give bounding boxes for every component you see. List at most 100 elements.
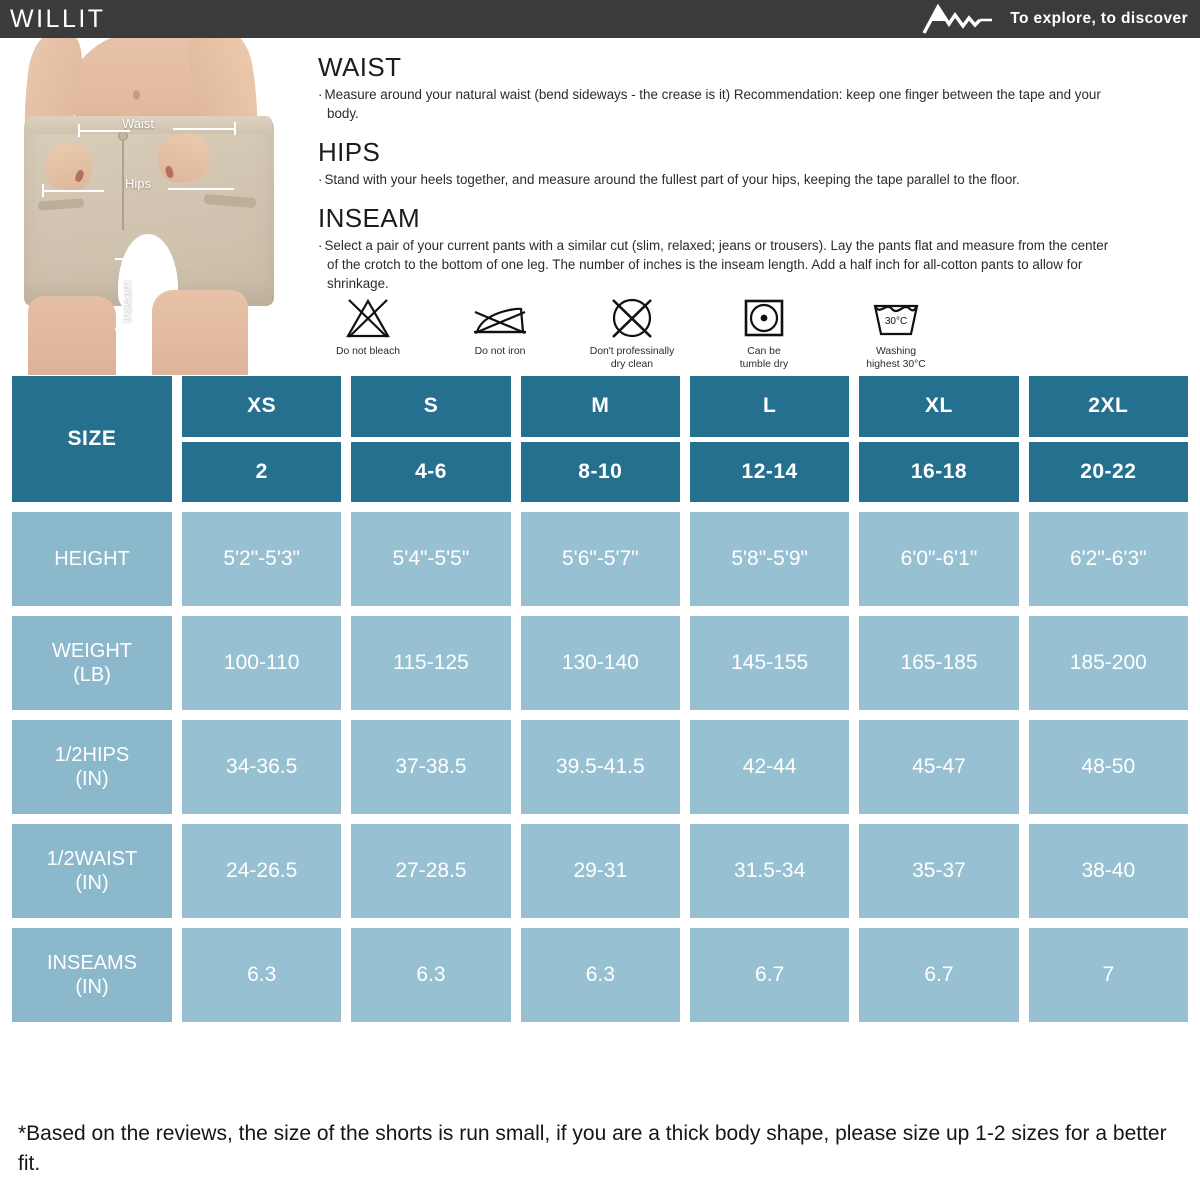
care-item-tumble-dry: Can be tumble dry <box>716 296 812 372</box>
measurement-guide: WAIST · Measure around your natural waist… <box>318 52 1118 307</box>
hips-measure-line-right <box>168 188 234 190</box>
size-column-l: L 12-14 <box>689 376 850 502</box>
wash-30c-icon: 30°C <box>873 304 919 336</box>
cell-half-waist-2xl: 38-40 <box>1028 824 1188 918</box>
guide-body-hips: · Stand with your heels together, and mea… <box>318 170 1118 189</box>
brand-name: WILLIT <box>10 4 106 33</box>
hips-measure-cap-left <box>42 184 44 197</box>
model-right-leg <box>152 290 248 375</box>
cell-height-2xl: 6'2"-6'3" <box>1028 512 1188 606</box>
cell-half-hips-l: 42-44 <box>689 720 850 814</box>
size-letter-xs: XS <box>182 376 342 437</box>
row-label-half-hips: 1/2HIPS (IN) <box>12 720 172 814</box>
care-caption-do-not-iron: Do not iron <box>474 346 526 357</box>
do-not-bleach-icon <box>346 298 390 338</box>
guide-section-inseam: INSEAM · Select a pair of your current pa… <box>318 203 1118 293</box>
table-row-half-hips: 1/2HIPS (IN) 34-36.5 37-38.5 39.5-41.5 4… <box>12 720 1188 814</box>
row-label-half-hips-unit: (IN) <box>75 768 109 790</box>
cell-half-hips-xs: 34-36.5 <box>182 720 342 814</box>
cell-inseams-2xl: 7 <box>1028 928 1188 1022</box>
size-numeric-xs: 2 <box>182 441 342 502</box>
waist-measure-line-left <box>78 130 130 132</box>
sizing-footnote: *Based on the reviews, the size of the s… <box>18 1122 1167 1175</box>
guide-section-waist: WAIST · Measure around your natural waist… <box>318 52 1118 123</box>
tumble-dry-icon <box>744 299 784 337</box>
guide-body-inseam: · Select a pair of your current pants wit… <box>318 236 1118 293</box>
cell-inseams-m: 6.3 <box>520 928 680 1022</box>
inseam-measure-cap-top <box>115 258 134 260</box>
size-column-xs: XS 2 <box>182 376 342 502</box>
guide-heading-hips: HIPS <box>318 137 381 168</box>
row-label-half-waist-main: 1/2WAIST <box>46 847 138 870</box>
cell-half-waist-xl: 35-37 <box>859 824 1019 918</box>
row-label-inseams: INSEAMS (IN) <box>12 928 172 1022</box>
shorts-button <box>118 131 128 141</box>
waist-measure-cap-right <box>234 122 236 135</box>
row-label-half-hips-main: 1/2HIPS <box>54 743 130 766</box>
size-letter-xl: XL <box>859 376 1019 437</box>
size-column-s: S 4-6 <box>351 376 511 502</box>
care-caption-tumble-dry: Can be tumble dry <box>739 346 789 371</box>
care-item-do-not-dry-clean: Don't professinally dry clean <box>584 296 680 372</box>
product-photo: Waist Hips Inseam <box>0 38 305 375</box>
bullet-dot-inseam: · <box>318 238 323 254</box>
table-row-height: HEIGHT 5'2"-5'3" 5'4"-5'5" 5'6"-5'7" 5'8… <box>12 512 1188 606</box>
guide-body-inseam-text: Select a pair of your current pants with… <box>324 238 1109 292</box>
mountain-range-icon <box>922 4 993 34</box>
size-letter-s: S <box>351 376 511 437</box>
waist-annotation-label: Waist <box>122 116 155 131</box>
guide-section-hips: HIPS · Stand with your heels together, an… <box>318 137 1118 189</box>
size-column-2xl: 2XL 20-22 <box>1028 376 1188 502</box>
cell-inseams-xl: 6.7 <box>859 928 1019 1022</box>
cell-inseams-l: 6.7 <box>689 928 850 1022</box>
cell-weight-l: 145-155 <box>689 616 850 710</box>
cell-half-hips-s: 37-38.5 <box>351 720 511 814</box>
care-instruction-row: Do not bleach Do not iron Don't professi… <box>320 296 944 372</box>
shorts-fly-seam <box>122 134 124 230</box>
size-chart-corner-cell: SIZE <box>12 376 172 502</box>
size-numeric-m: 8-10 <box>520 441 680 502</box>
wash-temperature-text: 30°C <box>885 316 907 327</box>
size-column-m: M 8-10 <box>520 376 680 502</box>
row-label-weight-unit: (LB) <box>73 664 111 686</box>
inseam-measure-cap-bottom <box>115 328 134 330</box>
row-label-height: HEIGHT <box>12 512 172 606</box>
size-letter-m: M <box>520 376 680 437</box>
do-not-iron-icon <box>474 307 526 335</box>
hips-measure-line-left <box>42 190 104 192</box>
guide-heading-inseam: INSEAM <box>318 203 421 234</box>
cell-height-m: 5'6"-5'7" <box>520 512 680 606</box>
cell-weight-m: 130-140 <box>520 616 680 710</box>
cell-height-l: 5'8"-5'9" <box>689 512 850 606</box>
waist-measure-cap-left <box>78 124 80 137</box>
row-label-weight: WEIGHT (LB) <box>12 616 172 710</box>
size-chart-table: SIZE XS 2 S 4-6 M 8-10 L 12-14 XL 16-18 … <box>12 376 1188 1022</box>
brand-tagline-group: To explore, to discover <box>922 0 1188 38</box>
cell-height-xl: 6'0"-6'1" <box>859 512 1019 606</box>
model-navel <box>133 90 140 100</box>
table-row-inseams: INSEAMS (IN) 6.3 6.3 6.3 6.7 6.7 7 <box>12 928 1188 1022</box>
size-column-xl: XL 16-18 <box>859 376 1019 502</box>
guide-body-waist-text: Measure around your natural waist (bend … <box>324 87 1101 122</box>
cell-half-waist-s: 27-28.5 <box>351 824 511 918</box>
model-left-leg <box>28 296 116 375</box>
row-label-half-waist: 1/2WAIST (IN) <box>12 824 172 918</box>
row-label-inseams-unit: (IN) <box>75 976 109 998</box>
size-letter-2xl: 2XL <box>1028 376 1188 437</box>
guide-heading-waist: WAIST <box>318 52 402 82</box>
care-item-do-not-bleach: Do not bleach <box>320 296 416 358</box>
row-label-weight-main: WEIGHT <box>52 639 132 662</box>
cell-half-waist-xs: 24-26.5 <box>182 824 342 918</box>
guide-body-hips-text: Stand with your heels together, and meas… <box>324 172 1020 188</box>
brand-tagline: To explore, to discover <box>1010 10 1188 27</box>
row-label-half-waist-unit: (IN) <box>75 872 109 894</box>
cell-height-xs: 5'2"-5'3" <box>182 512 342 606</box>
size-chart-header-row: SIZE XS 2 S 4-6 M 8-10 L 12-14 XL 16-18 … <box>12 376 1188 502</box>
inseam-measure-line <box>124 258 126 330</box>
inseam-annotation-label: Inseam <box>118 280 133 323</box>
care-item-do-not-iron: Do not iron <box>452 296 548 358</box>
size-numeric-l: 12-14 <box>689 441 850 502</box>
cell-half-waist-m: 29-31 <box>520 824 680 918</box>
size-numeric-xl: 16-18 <box>859 441 1019 502</box>
cell-inseams-xs: 6.3 <box>182 928 342 1022</box>
